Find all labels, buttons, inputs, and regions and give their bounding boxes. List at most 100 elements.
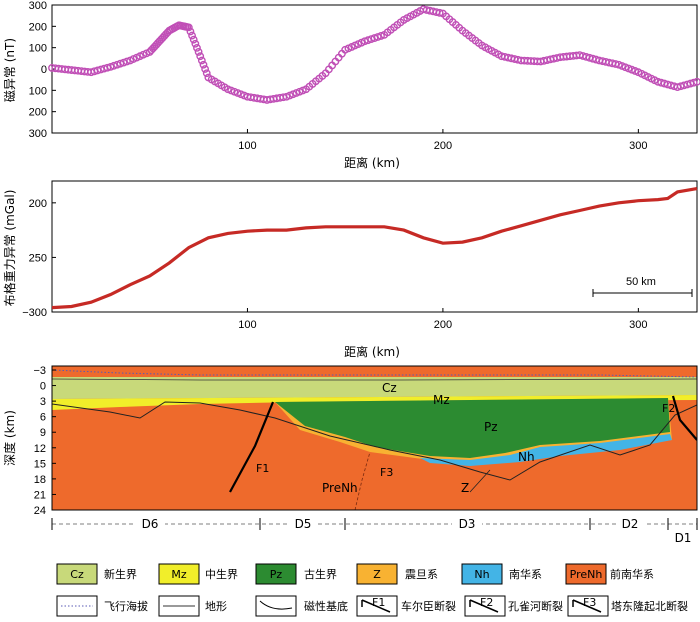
svg-text:前南华系: 前南华系 xyxy=(610,567,654,581)
magnetic-anomaly-chart: 300 200 100 0 100 200 300 100 200 300 磁异常 (nT) 距… xyxy=(2,0,700,170)
segment-d6: D6 xyxy=(142,517,159,531)
segment-d5: D5 xyxy=(295,517,312,531)
x-tick-label: 100 xyxy=(238,140,256,152)
fault-f1-line xyxy=(229,401,275,493)
svg-text:地形: 地形 xyxy=(205,600,227,613)
y-tick-label: 15 xyxy=(34,458,46,470)
legend-item-f3: F3 塔东隆起北断裂 xyxy=(567,595,688,617)
svg-text:古生界: 古生界 xyxy=(304,567,337,581)
label-z: Z xyxy=(461,481,469,495)
svg-text:Nh: Nh xyxy=(474,568,489,581)
fault-icon xyxy=(572,599,602,613)
gravity-series-line xyxy=(51,187,698,310)
plot-frame xyxy=(51,4,698,134)
svg-text:F2: F2 xyxy=(480,596,493,609)
y-tick-label: 24 xyxy=(34,505,46,517)
x-axis-title: 距离 (km) xyxy=(344,155,400,170)
label-pz: Pz xyxy=(484,420,498,434)
y-axis-title: 磁异常 (nT) xyxy=(2,38,17,102)
legend-item-f2: F2 孔雀河断裂 xyxy=(464,595,563,617)
plot-frame xyxy=(51,180,698,313)
svg-text:F3: F3 xyxy=(583,596,596,609)
y-tick-label: 18 xyxy=(34,474,46,486)
svg-text:飞行海拔: 飞行海拔 xyxy=(104,599,148,613)
svg-text:孔雀河断裂: 孔雀河断裂 xyxy=(508,599,563,613)
legend-item-pz: Pz 古生界 xyxy=(255,563,337,585)
magnetic-data-point xyxy=(186,27,195,36)
mz-swatch xyxy=(158,563,200,585)
svg-text:Pz: Pz xyxy=(270,568,283,581)
segment-d1: D1 xyxy=(675,531,692,545)
y-tick-label: 200 xyxy=(29,198,47,210)
y-tick-label: 0 xyxy=(40,381,46,393)
pz-swatch xyxy=(255,563,297,585)
legend-item-flight-altitude: 飞行海拔 xyxy=(56,595,148,617)
magnetic-data-point xyxy=(199,60,208,69)
magnetic-data-point xyxy=(201,65,210,73)
prenh-swatch xyxy=(565,563,607,585)
legend-item-terrain: 地形 xyxy=(158,595,227,617)
y-tick-label: −3 xyxy=(33,365,46,377)
svg-text:新生界: 新生界 xyxy=(104,567,137,581)
legend: Cz 新生界 Mz 中生界 Pz 古生界 Z 震旦系 Nh 南华系 PreNh … xyxy=(56,563,688,617)
segment-d3: D3 xyxy=(459,517,476,531)
magnetic-data-point xyxy=(689,78,698,87)
fault-f2-line xyxy=(671,395,697,441)
svg-text:Cz: Cz xyxy=(70,568,84,581)
legend-item-mz: Mz 中生界 xyxy=(158,563,238,585)
magnetic-basement-line xyxy=(52,401,697,481)
label-prenh: PreNh xyxy=(322,481,358,495)
y-tick-label: 300 xyxy=(29,128,47,140)
fault-icon xyxy=(469,599,499,613)
x-tick-label: 200 xyxy=(434,319,452,331)
y-tick-label: 0 xyxy=(41,64,47,76)
z-swatch xyxy=(356,563,398,585)
magnetic-data-point xyxy=(202,69,211,78)
y-tick-label: 21 xyxy=(34,489,46,501)
svg-text:PreNh: PreNh xyxy=(570,568,603,581)
svg-text:塔东隆起北断裂: 塔东隆起北断裂 xyxy=(611,599,688,613)
mz-unit xyxy=(52,395,697,410)
pz-unit xyxy=(275,398,670,458)
legend-item-prenh: PreNh 前南华系 xyxy=(565,563,654,585)
x-tick-label: 100 xyxy=(238,319,256,331)
section-frame xyxy=(51,365,698,511)
svg-text:震旦系: 震旦系 xyxy=(405,568,438,581)
svg-text:南华系: 南华系 xyxy=(509,567,542,581)
y-tick-label: 9 xyxy=(40,427,46,439)
x-tick-label: 300 xyxy=(629,140,647,152)
y-tick-label: 100 xyxy=(29,43,47,55)
y-tick-label: 300 xyxy=(29,0,47,12)
y-tick-label: 200 xyxy=(29,107,47,119)
segment-bar: D6 D5 D3 D2 D1 xyxy=(51,517,698,545)
legend-item-nh: Nh 南华系 xyxy=(461,563,542,585)
fault-f3-line xyxy=(354,451,371,510)
legend-item-f1: F1 车尔臣断裂 xyxy=(356,595,456,617)
magnetic-data-point xyxy=(196,52,205,61)
svg-text:Mz: Mz xyxy=(171,568,186,581)
legend-item-magnetic-basement: 磁性基底 xyxy=(255,595,348,617)
nh-unit xyxy=(420,434,672,466)
y-tick-label: 12 xyxy=(34,443,46,455)
magnetic-data-point xyxy=(188,31,196,40)
svg-text:F1: F1 xyxy=(372,596,385,609)
magnetic-data-point xyxy=(435,8,444,17)
label-mz: Mz xyxy=(433,393,450,407)
terrain-line xyxy=(52,378,697,381)
cz-swatch xyxy=(56,563,98,585)
magnetic-data-point xyxy=(194,48,203,56)
svg-text:中生界: 中生界 xyxy=(205,567,238,581)
legend-item-cz: Cz 新生界 xyxy=(56,563,137,585)
nh-swatch xyxy=(461,563,503,585)
svg-text:磁性基底: 磁性基底 xyxy=(304,599,348,613)
legend-item-z: Z 震旦系 xyxy=(356,563,438,585)
svg-text:车尔臣断裂: 车尔臣断裂 xyxy=(401,599,456,613)
fault-icon xyxy=(361,599,391,613)
y-tick-label: 200 xyxy=(29,21,47,33)
svg-text:Z: Z xyxy=(373,568,381,581)
y-axis-title: 布格重力异常 (mGal) xyxy=(2,190,17,307)
label-f3: F3 xyxy=(380,466,393,479)
magnetic-data-point xyxy=(193,43,201,52)
flight-altitude-line xyxy=(52,369,697,378)
label-f1: F1 xyxy=(256,462,269,475)
